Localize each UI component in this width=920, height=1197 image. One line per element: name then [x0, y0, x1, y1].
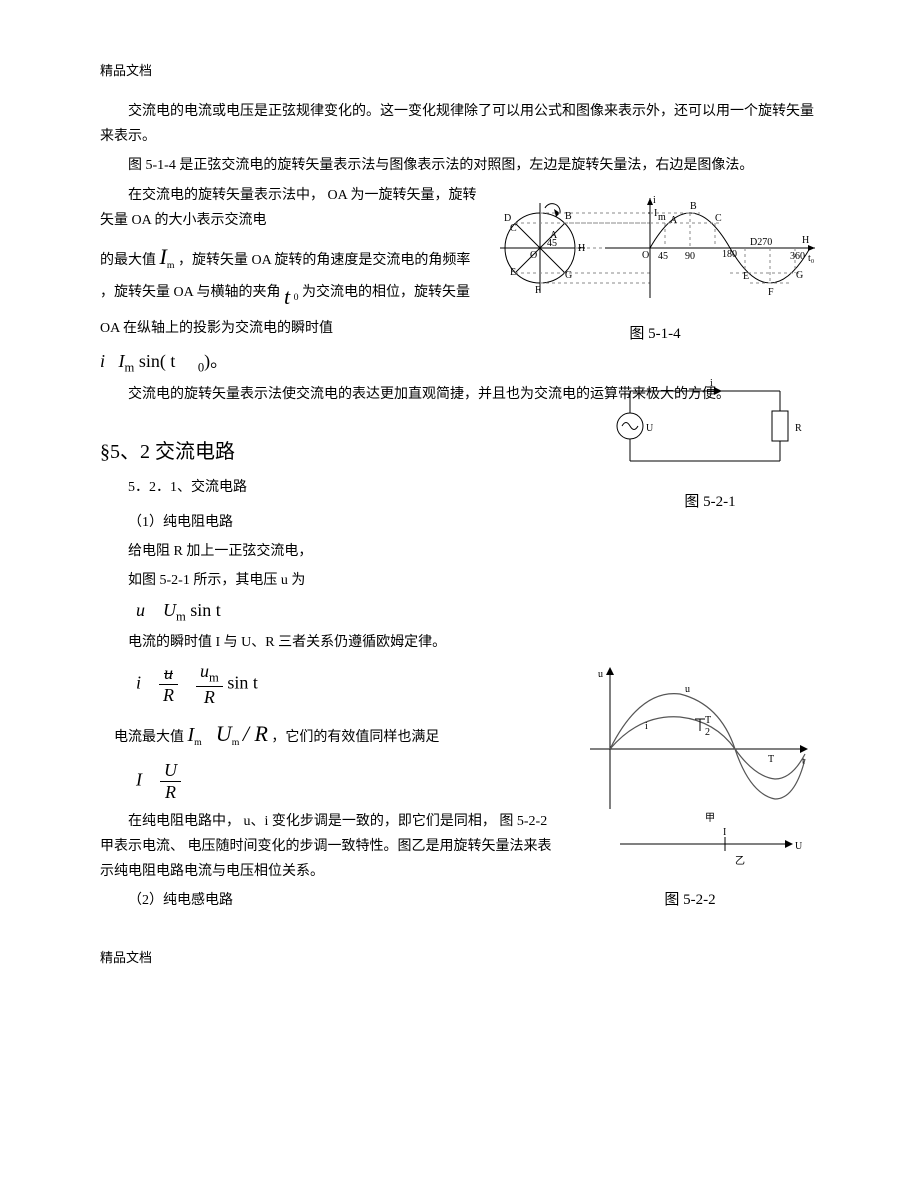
pt-D: D [504, 213, 511, 224]
tick-45: 45 [658, 251, 668, 262]
r-C: C [715, 213, 722, 224]
header: 精品文档 [100, 60, 820, 79]
pt-H: H [578, 243, 585, 254]
fig-5-2-1-label: 图 5-2-1 [600, 490, 820, 511]
vec-I: I [723, 827, 726, 838]
U-label: U [646, 423, 654, 434]
sub-1: （1）纯电阻电路 [100, 510, 820, 535]
vec-U: U [795, 841, 803, 852]
tick-90: 90 [685, 251, 695, 262]
para-2: 图 5-1-4 是正弦交流电的旋转矢量表示法与图像表示法的对照图，左边是旋转矢量… [100, 153, 820, 178]
u-curve: u [685, 684, 690, 695]
para-5: 交流电的旋转矢量表示法使交流电的表达更加直观简捷，并且也为交流电的运算带来极大的… [100, 382, 820, 407]
formula-2: u Um sin t [136, 600, 820, 625]
para-6: 给电阻 R 加上一正弦交流电， [100, 539, 820, 564]
figure-5-2-2: u t u i T 2 T 甲 I U 乙 图 5-2-2 [560, 659, 820, 909]
figure-5-1-4: B C D H O E F G A 45 i t₀ I [490, 183, 820, 343]
r-A: A [670, 215, 678, 226]
y-axis-i: i [653, 195, 656, 206]
r-F: F [768, 287, 774, 298]
yi: 乙 [735, 855, 745, 867]
pt-E: E [510, 267, 516, 278]
r-B: B [690, 201, 697, 212]
pt-G-left: G [565, 270, 572, 281]
angle-45: 45 [547, 238, 557, 249]
T-lbl: T [768, 754, 774, 765]
T2-top: T [705, 715, 711, 726]
pt-B: B [565, 211, 572, 222]
R-label: R [795, 423, 802, 434]
pt-O: O [530, 250, 537, 261]
r-G: G [796, 270, 803, 281]
tick-270: D270 [750, 237, 772, 248]
fig-5-1-4-label: 图 5-1-4 [490, 322, 820, 343]
para-8: 电流的瞬时值 I 与 U、R 三者关系仍遵循欧姆定律。 [100, 630, 820, 655]
r-O: O [642, 250, 649, 261]
para-7: 如图 5-2-1 所示，其电压 u 为 [100, 568, 820, 593]
r-E: E [743, 271, 749, 282]
x-axis-t0: t₀ [808, 253, 815, 264]
r-H: H [802, 235, 809, 246]
jia: 甲 [705, 813, 715, 824]
Im-m: m [658, 212, 666, 223]
i-curve: i [645, 721, 648, 732]
tick-180: 180 [722, 249, 737, 260]
fig-5-2-2-label: 图 5-2-2 [560, 888, 820, 909]
footer: 精品文档 [100, 947, 820, 966]
u-axis: u [598, 669, 603, 680]
para-1: 交流电的电流或电压是正弦规律变化的。这一变化规律除了可以用公式和图像来表示外，还… [100, 99, 820, 149]
T2-bot: 2 [705, 727, 710, 738]
pt-F: F [535, 285, 541, 296]
tick-360: 360 [790, 251, 805, 262]
pt-C: C [510, 223, 517, 234]
